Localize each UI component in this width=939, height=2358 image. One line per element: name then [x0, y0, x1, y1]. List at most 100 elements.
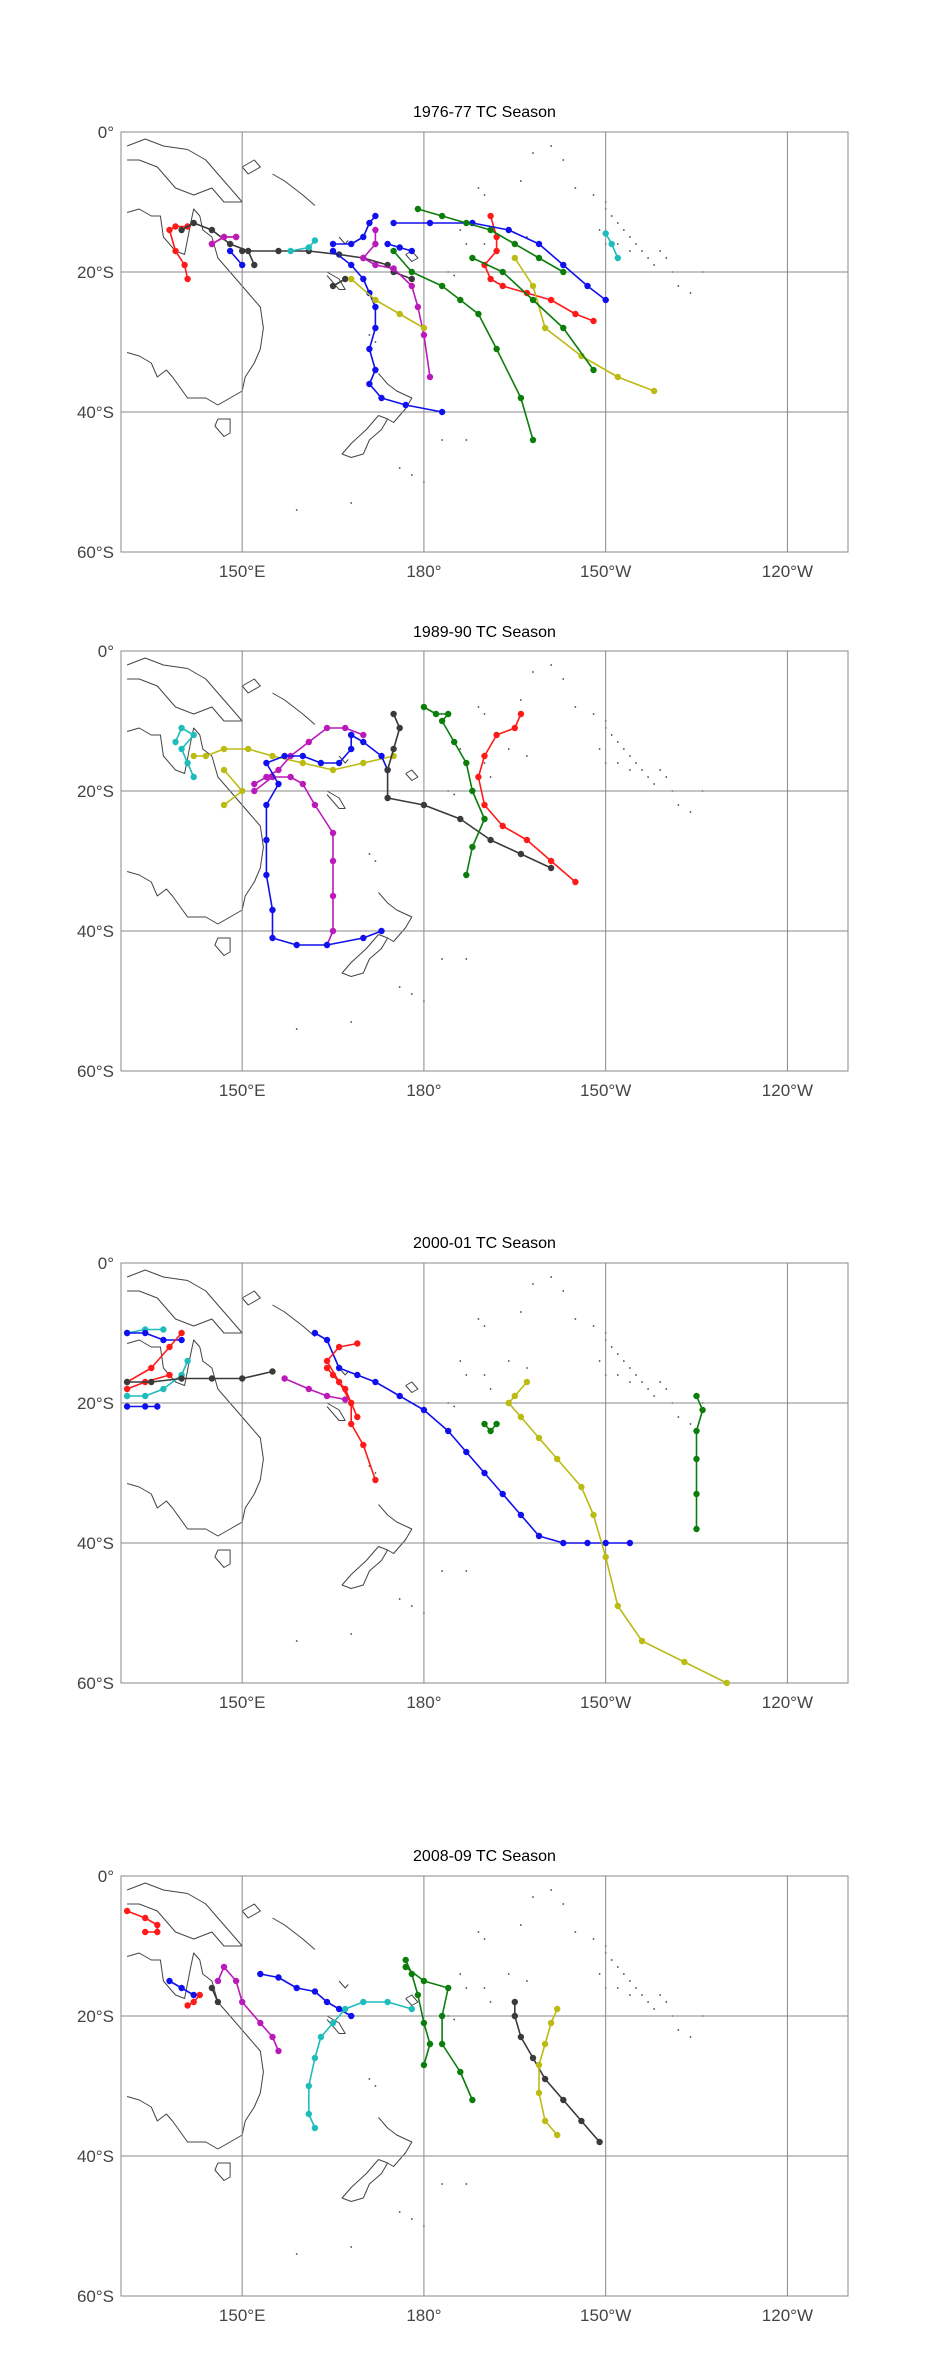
island-dot — [677, 1416, 680, 1418]
coastline-segment — [272, 1304, 316, 1337]
track-line — [127, 1332, 182, 1341]
map-frame — [120, 1262, 849, 1684]
island-dot — [659, 769, 662, 771]
island-dot — [653, 783, 656, 785]
cyclone-track — [172, 724, 197, 781]
island-dot — [653, 2008, 656, 2010]
track-point — [305, 1385, 312, 1393]
track-point — [208, 1984, 216, 1992]
island-dot — [459, 229, 462, 231]
track-point — [693, 1455, 700, 1463]
track-point — [560, 268, 567, 276]
y-tick-label: 40°S — [77, 1534, 114, 1553]
track-point — [184, 275, 191, 283]
track-point — [414, 205, 422, 213]
track-point — [366, 219, 373, 227]
track-point — [184, 759, 191, 767]
track-point — [160, 1385, 167, 1393]
track-line — [326, 1342, 377, 1481]
cyclone-tracks — [172, 703, 579, 949]
track-point — [511, 254, 518, 262]
track-point — [196, 1991, 203, 1999]
track-point — [505, 1399, 512, 1407]
track-point — [142, 1403, 149, 1410]
track-point — [329, 927, 337, 935]
island-dot — [592, 1938, 595, 1940]
track-point — [239, 1375, 246, 1382]
island-dot — [616, 1966, 619, 1968]
cyclone-track — [311, 1329, 634, 1547]
track-point — [420, 801, 428, 809]
track-point — [360, 1998, 367, 2006]
island-dot — [616, 762, 619, 764]
track-point — [372, 261, 379, 269]
track-point — [220, 233, 228, 241]
island-dot — [519, 180, 522, 182]
island-dot — [477, 1318, 480, 1320]
island-dot — [489, 1388, 492, 1390]
coastline-segment — [405, 1994, 419, 2006]
track-point — [481, 1469, 488, 1477]
track-point — [360, 275, 367, 283]
island-dot — [295, 1640, 298, 1642]
island-dot — [635, 1374, 637, 1376]
track-point — [293, 941, 300, 949]
cyclone-track — [208, 233, 240, 248]
track-point — [366, 345, 373, 353]
y-tick-label: 20°S — [77, 1394, 114, 1413]
track-point — [360, 934, 367, 942]
track-point — [123, 1378, 131, 1386]
coastline-segment — [326, 790, 346, 809]
cyclone-track — [166, 1977, 197, 1999]
island-dot — [610, 215, 613, 217]
island-dot — [507, 1360, 510, 1362]
track-point — [560, 2096, 567, 2104]
track-point — [572, 878, 579, 886]
track-point — [541, 324, 549, 332]
cyclone-track — [184, 1991, 203, 2009]
track-point — [469, 254, 476, 262]
island-dot — [647, 2001, 649, 2003]
coastline-segment — [378, 1504, 413, 1554]
track-point — [541, 2117, 549, 2125]
cyclone-track — [329, 247, 446, 416]
track-point — [366, 380, 373, 388]
track-point — [390, 219, 397, 227]
track-point — [178, 724, 185, 732]
island-dot — [629, 769, 631, 771]
island-dot — [483, 762, 486, 764]
island-dot — [598, 1973, 601, 1975]
track-point — [693, 1525, 700, 1533]
track-point — [578, 2117, 585, 2125]
cyclone-track — [323, 1364, 361, 1421]
track-point — [378, 752, 385, 760]
coastline-segment — [214, 2162, 231, 2181]
map-frame — [120, 1875, 849, 2297]
track-line — [127, 1370, 273, 1383]
track-point — [699, 1406, 706, 1414]
track-point — [311, 1988, 319, 1995]
track-point — [360, 254, 367, 262]
cyclone-track — [166, 223, 191, 283]
track-point — [342, 2005, 349, 2013]
track-point — [420, 1977, 428, 1985]
track-point — [348, 1420, 355, 1428]
island-dot — [459, 1360, 462, 1362]
track-point — [323, 1336, 331, 1344]
island-dot — [507, 1973, 510, 1975]
track-line — [126, 1910, 159, 1933]
x-tick-label: 150°E — [219, 2306, 266, 2325]
track-point — [560, 324, 567, 332]
map-panel-2: 1989-90 TC Season 150°E 180° 150°W 120°W 0° 20… — [77, 624, 849, 1100]
track-point — [408, 282, 415, 290]
track-point — [299, 752, 306, 760]
cyclone-track — [693, 1392, 706, 1533]
y-tick-label: 20°S — [77, 2007, 114, 2026]
track-point — [390, 265, 397, 272]
track-line — [217, 1966, 280, 2052]
track-point — [354, 1340, 361, 1347]
island-dot — [641, 250, 643, 252]
map-panel-1: 1976-77 TC Season 150°E 180° 150°W 120°W 0° 20… — [77, 104, 849, 581]
track-point — [275, 247, 282, 255]
